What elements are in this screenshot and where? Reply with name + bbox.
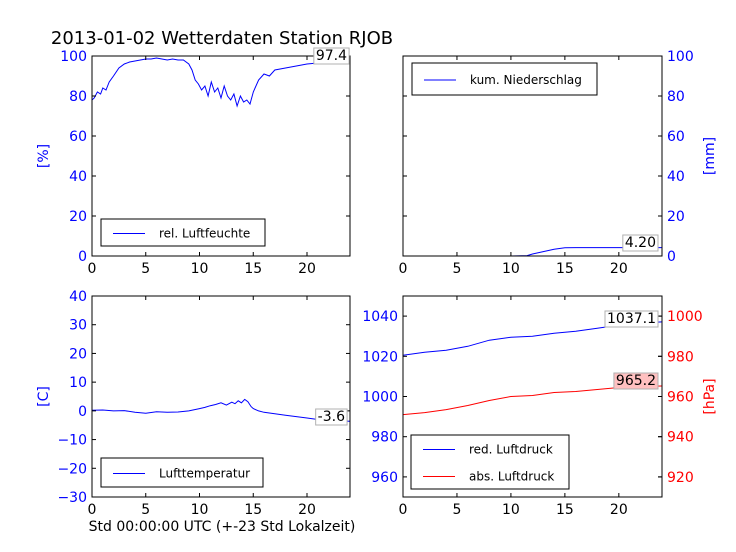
value-annotation-text: -3.6 (318, 409, 345, 425)
y-tick-label: 30 (69, 318, 87, 334)
value-annotation-box (604, 310, 659, 328)
y-tick-label: 20 (69, 209, 87, 225)
y-tick-label: 20 (667, 209, 685, 225)
y-tick-label: 1040 (362, 309, 398, 325)
value-annotation-text: 4.20 (625, 235, 656, 251)
y-tick-label: −20 (57, 461, 87, 477)
figure-x-axis-label: Std 00:00:00 UTC (+-23 Std Lokalzeit) (89, 519, 356, 535)
legend-box (411, 62, 598, 96)
value-annotation-text: 965.2 (616, 373, 656, 389)
legend-label: Lufttemperatur (159, 467, 250, 481)
y-tick-label: 1000 (362, 390, 398, 406)
y-tick-label: 60 (667, 129, 685, 145)
y-tick-label: −10 (57, 433, 87, 449)
legend-box (100, 457, 264, 488)
y-axis-label: [mm] (702, 137, 718, 175)
x-tick-label: 15 (556, 261, 574, 277)
x-tick-label: 20 (610, 502, 628, 518)
value-annotation: -3.6 (315, 408, 348, 426)
series-line-1 (92, 398, 350, 422)
value-annotation-box (613, 372, 659, 390)
y-tick-label: 1020 (362, 349, 398, 365)
panel-bottom-right: 0 5 10 15 20 960 980 1000 1020 1040 920 940 960 980 10… (362, 295, 718, 518)
y-axis-label: [hPa] (702, 378, 718, 414)
y-axis-label: [%] (36, 144, 52, 168)
legend: Lufttemperatur (100, 457, 264, 488)
legend-box (410, 434, 570, 490)
value-annotation-box (315, 408, 348, 426)
x-tick-label: 5 (141, 502, 150, 518)
y-tick-label: 0 (78, 249, 87, 265)
y-tick-label: 40 (69, 289, 87, 305)
x-tick-label: 10 (502, 261, 520, 277)
series-line-2 (403, 385, 662, 416)
y-tick-label: 20 (69, 346, 87, 362)
y2-tick-label: 920 (667, 470, 694, 486)
plot-frame (91, 295, 351, 498)
y-tick-label: 0 (78, 404, 87, 420)
x-tick-label: 15 (244, 502, 262, 518)
series-line-1 (403, 247, 662, 256)
legend-label: red. Luftdruck (469, 443, 553, 457)
panel-bottom-left: 0 5 10 15 20 −30 −20 −10 0 10 20 30 40 [C] Lufttempera… (36, 289, 351, 518)
y-tick-label: 80 (69, 89, 87, 105)
y-axis-label: [C] (36, 386, 52, 407)
legend-label: kum. Niederschlag (470, 73, 582, 87)
plot-frame (402, 55, 663, 257)
legend: rel. Luftfeuchte (100, 218, 266, 247)
legend: red. Luftdruck abs. Luftdruck (410, 434, 570, 490)
y-tick-label: 980 (371, 430, 398, 446)
panel-top-left: 0 5 10 15 20 0 20 40 60 80 100 [%] rel. Luftfeuchte 9… (36, 47, 351, 277)
x-tick-label: 5 (452, 261, 461, 277)
x-tick-label: 0 (399, 261, 408, 277)
x-tick-label: 15 (244, 261, 262, 277)
x-tick-label: 0 (88, 502, 97, 518)
y-tick-label: 100 (667, 49, 694, 65)
x-tick-label: 20 (610, 261, 628, 277)
legend-label: rel. Luftfeuchte (159, 227, 250, 241)
y-tick-label: 40 (667, 169, 685, 185)
value-annotation: 4.20 (622, 234, 659, 252)
plot-frame (91, 55, 351, 257)
y-tick-label: −30 (57, 490, 87, 506)
figure-title: 2013-01-02 Wetterdaten Station RJOB (51, 28, 393, 49)
x-tick-label: 10 (502, 502, 520, 518)
x-tick-label: 0 (399, 502, 408, 518)
y2-tick-label: 1000 (667, 309, 703, 325)
panel-top-right: 0 5 10 15 20 0 20 40 60 80 100 [mm] kum. Niederschla… (399, 49, 718, 277)
value-annotation-box (622, 234, 659, 252)
value-annotation: 1037.1 (604, 310, 659, 328)
y-tick-label: 960 (371, 470, 398, 486)
y-tick-label: 100 (60, 49, 87, 65)
y2-tick-label: 980 (667, 349, 694, 365)
legend-box (100, 218, 266, 247)
x-tick-label: 20 (298, 261, 316, 277)
x-tick-label: 15 (556, 502, 574, 518)
value-annotation-text: 1037.1 (607, 311, 656, 327)
value-annotation: 965.2 (613, 372, 659, 390)
y-tick-label: 60 (69, 129, 87, 145)
y-tick-label: 40 (69, 169, 87, 185)
y2-tick-label: 960 (667, 390, 694, 406)
x-tick-label: 5 (141, 261, 150, 277)
x-tick-label: 0 (88, 261, 97, 277)
x-tick-label: 20 (298, 502, 316, 518)
series-line-1 (92, 57, 350, 108)
x-tick-label: 10 (191, 502, 209, 518)
x-tick-label: 5 (452, 502, 461, 518)
x-tick-label: 10 (191, 261, 209, 277)
value-annotation-box (313, 47, 350, 65)
y2-tick-label: 940 (667, 430, 694, 446)
y-tick-label: 80 (667, 89, 685, 105)
value-annotation-text: 97.4 (316, 48, 347, 64)
y-tick-label: 10 (69, 375, 87, 391)
legend: kum. Niederschlag (411, 62, 598, 96)
value-annotation: 97.4 (313, 47, 350, 65)
y-tick-label: 0 (667, 249, 676, 265)
legend-label: abs. Luftdruck (469, 470, 554, 484)
